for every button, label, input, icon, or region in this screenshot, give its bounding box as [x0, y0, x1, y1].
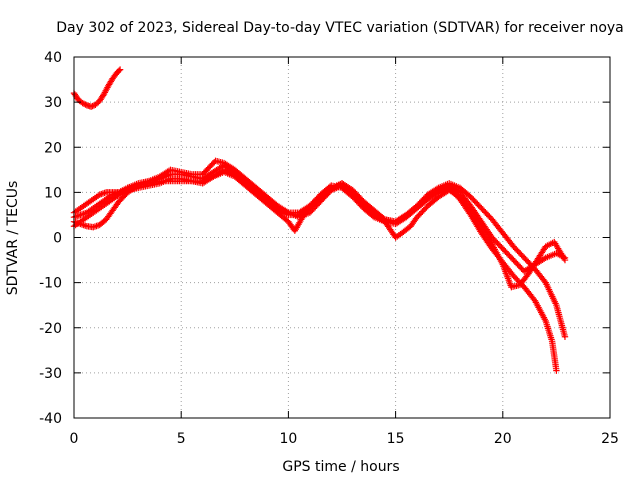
- data-point: [541, 277, 548, 285]
- data-point: [208, 174, 216, 181]
- y-tick-label: -10: [39, 276, 62, 292]
- series-track-a: [70, 157, 569, 275]
- x-tick-label: 0: [70, 431, 79, 447]
- data-point: [80, 100, 88, 107]
- series-track-early-high: [70, 66, 124, 110]
- data-point: [433, 185, 441, 193]
- data-point: [115, 67, 123, 74]
- grid: [74, 57, 610, 418]
- x-tick-label: 15: [387, 431, 405, 447]
- data-series: [70, 66, 569, 374]
- y-tick-label: -40: [39, 411, 62, 427]
- data-point: [89, 102, 96, 110]
- y-axis-label: SDTVAR / TECUs: [5, 181, 21, 296]
- x-axis-label: GPS time / hours: [282, 459, 399, 475]
- x-tick-label: 5: [177, 431, 186, 447]
- data-point: [540, 255, 548, 262]
- chart-title: Day 302 of 2023, Sidereal Day-to-day VTE…: [56, 20, 624, 36]
- series-track-d: [70, 168, 569, 291]
- y-tick-label: 40: [44, 50, 62, 66]
- data-point: [561, 333, 569, 340]
- data-point: [79, 99, 86, 107]
- data-point: [116, 66, 124, 73]
- x-tick-label: 20: [494, 431, 512, 447]
- y-tick-labels: -40 -30 -20 -10 0 10 20 30 40: [39, 50, 62, 427]
- data-point: [87, 103, 95, 110]
- x-tick-label: 10: [279, 431, 297, 447]
- data-point: [561, 256, 569, 264]
- y-tick-label: 10: [44, 185, 62, 201]
- x-tick-label: 25: [601, 431, 619, 447]
- y-tick-label: 20: [44, 140, 62, 156]
- data-point: [82, 101, 89, 108]
- axis-ticks: [73, 56, 611, 419]
- y-tick-label: 30: [44, 95, 62, 111]
- y-tick-label: -30: [39, 366, 62, 382]
- x-tick-labels: 0 5 10 15 20 25: [70, 431, 619, 447]
- y-tick-label: 0: [53, 231, 62, 247]
- data-point: [553, 367, 560, 374]
- y-tick-label: -20: [39, 321, 62, 337]
